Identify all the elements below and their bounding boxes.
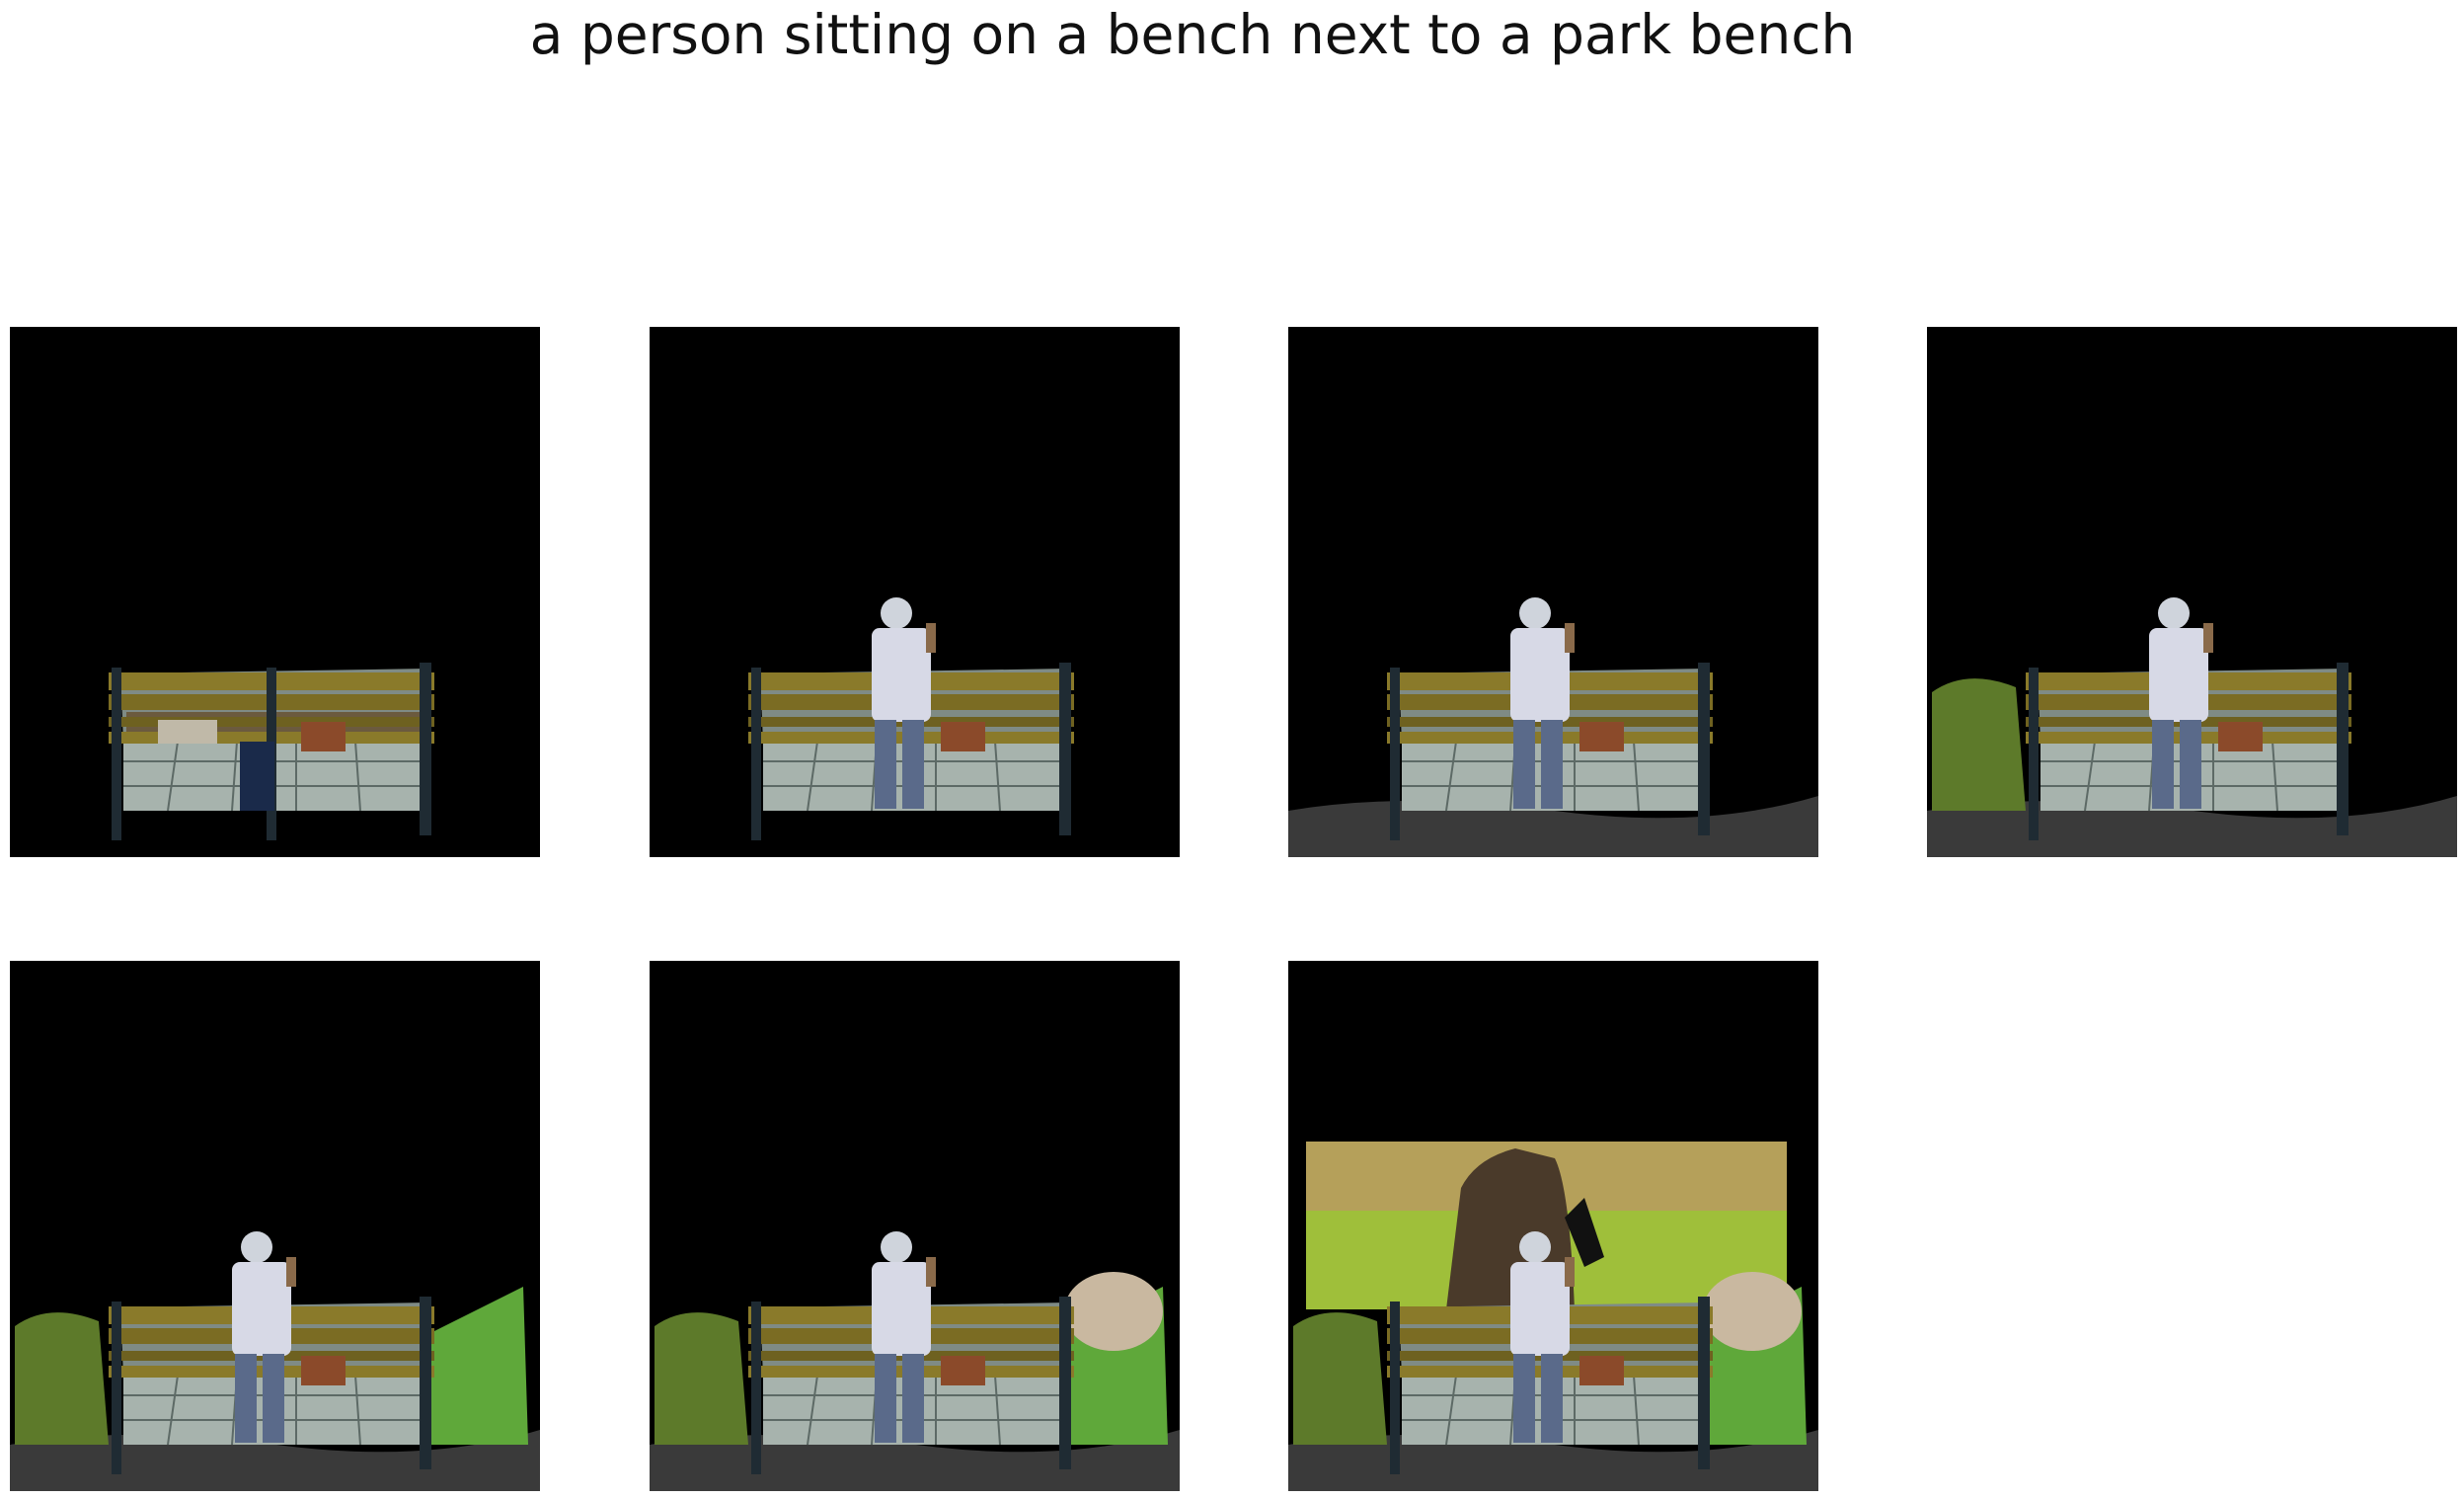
bench — [109, 663, 434, 840]
panel-3-image — [1288, 597, 1818, 857]
hedge-left — [654, 1312, 748, 1445]
panel-4 — [1927, 327, 2457, 857]
panel-2 — [650, 327, 1180, 857]
person — [872, 597, 936, 809]
ground — [650, 1430, 1180, 1491]
panel-1-image — [109, 663, 434, 840]
person — [1510, 597, 1575, 809]
grass-right — [424, 1287, 528, 1445]
bush-right — [1064, 1272, 1163, 1351]
panel-5 — [10, 961, 540, 1491]
person — [232, 1231, 296, 1443]
ground — [1288, 1430, 1818, 1491]
panel-6-image — [650, 1231, 1180, 1491]
hedge-left — [15, 1312, 109, 1445]
panel-2-image — [748, 597, 1074, 840]
panel-5-image — [10, 1231, 540, 1491]
ground — [1927, 796, 2457, 857]
bush-right — [1703, 1272, 1802, 1351]
panel-4-image — [1927, 597, 2457, 857]
ground — [10, 1430, 540, 1491]
hedge-left — [1293, 1312, 1387, 1445]
panel-3 — [1288, 327, 1818, 857]
panel-1 — [10, 327, 540, 857]
figure-title: a person sitting on a bench next to a pa… — [529, 3, 1856, 66]
person — [872, 1231, 936, 1443]
panel-7-image — [1288, 1142, 1818, 1491]
panel-6 — [650, 961, 1180, 1491]
ground — [1288, 796, 1818, 857]
person — [1510, 1231, 1575, 1443]
hedge-left — [1932, 678, 2026, 811]
person — [2149, 597, 2213, 809]
panel-7 — [1288, 961, 1818, 1491]
